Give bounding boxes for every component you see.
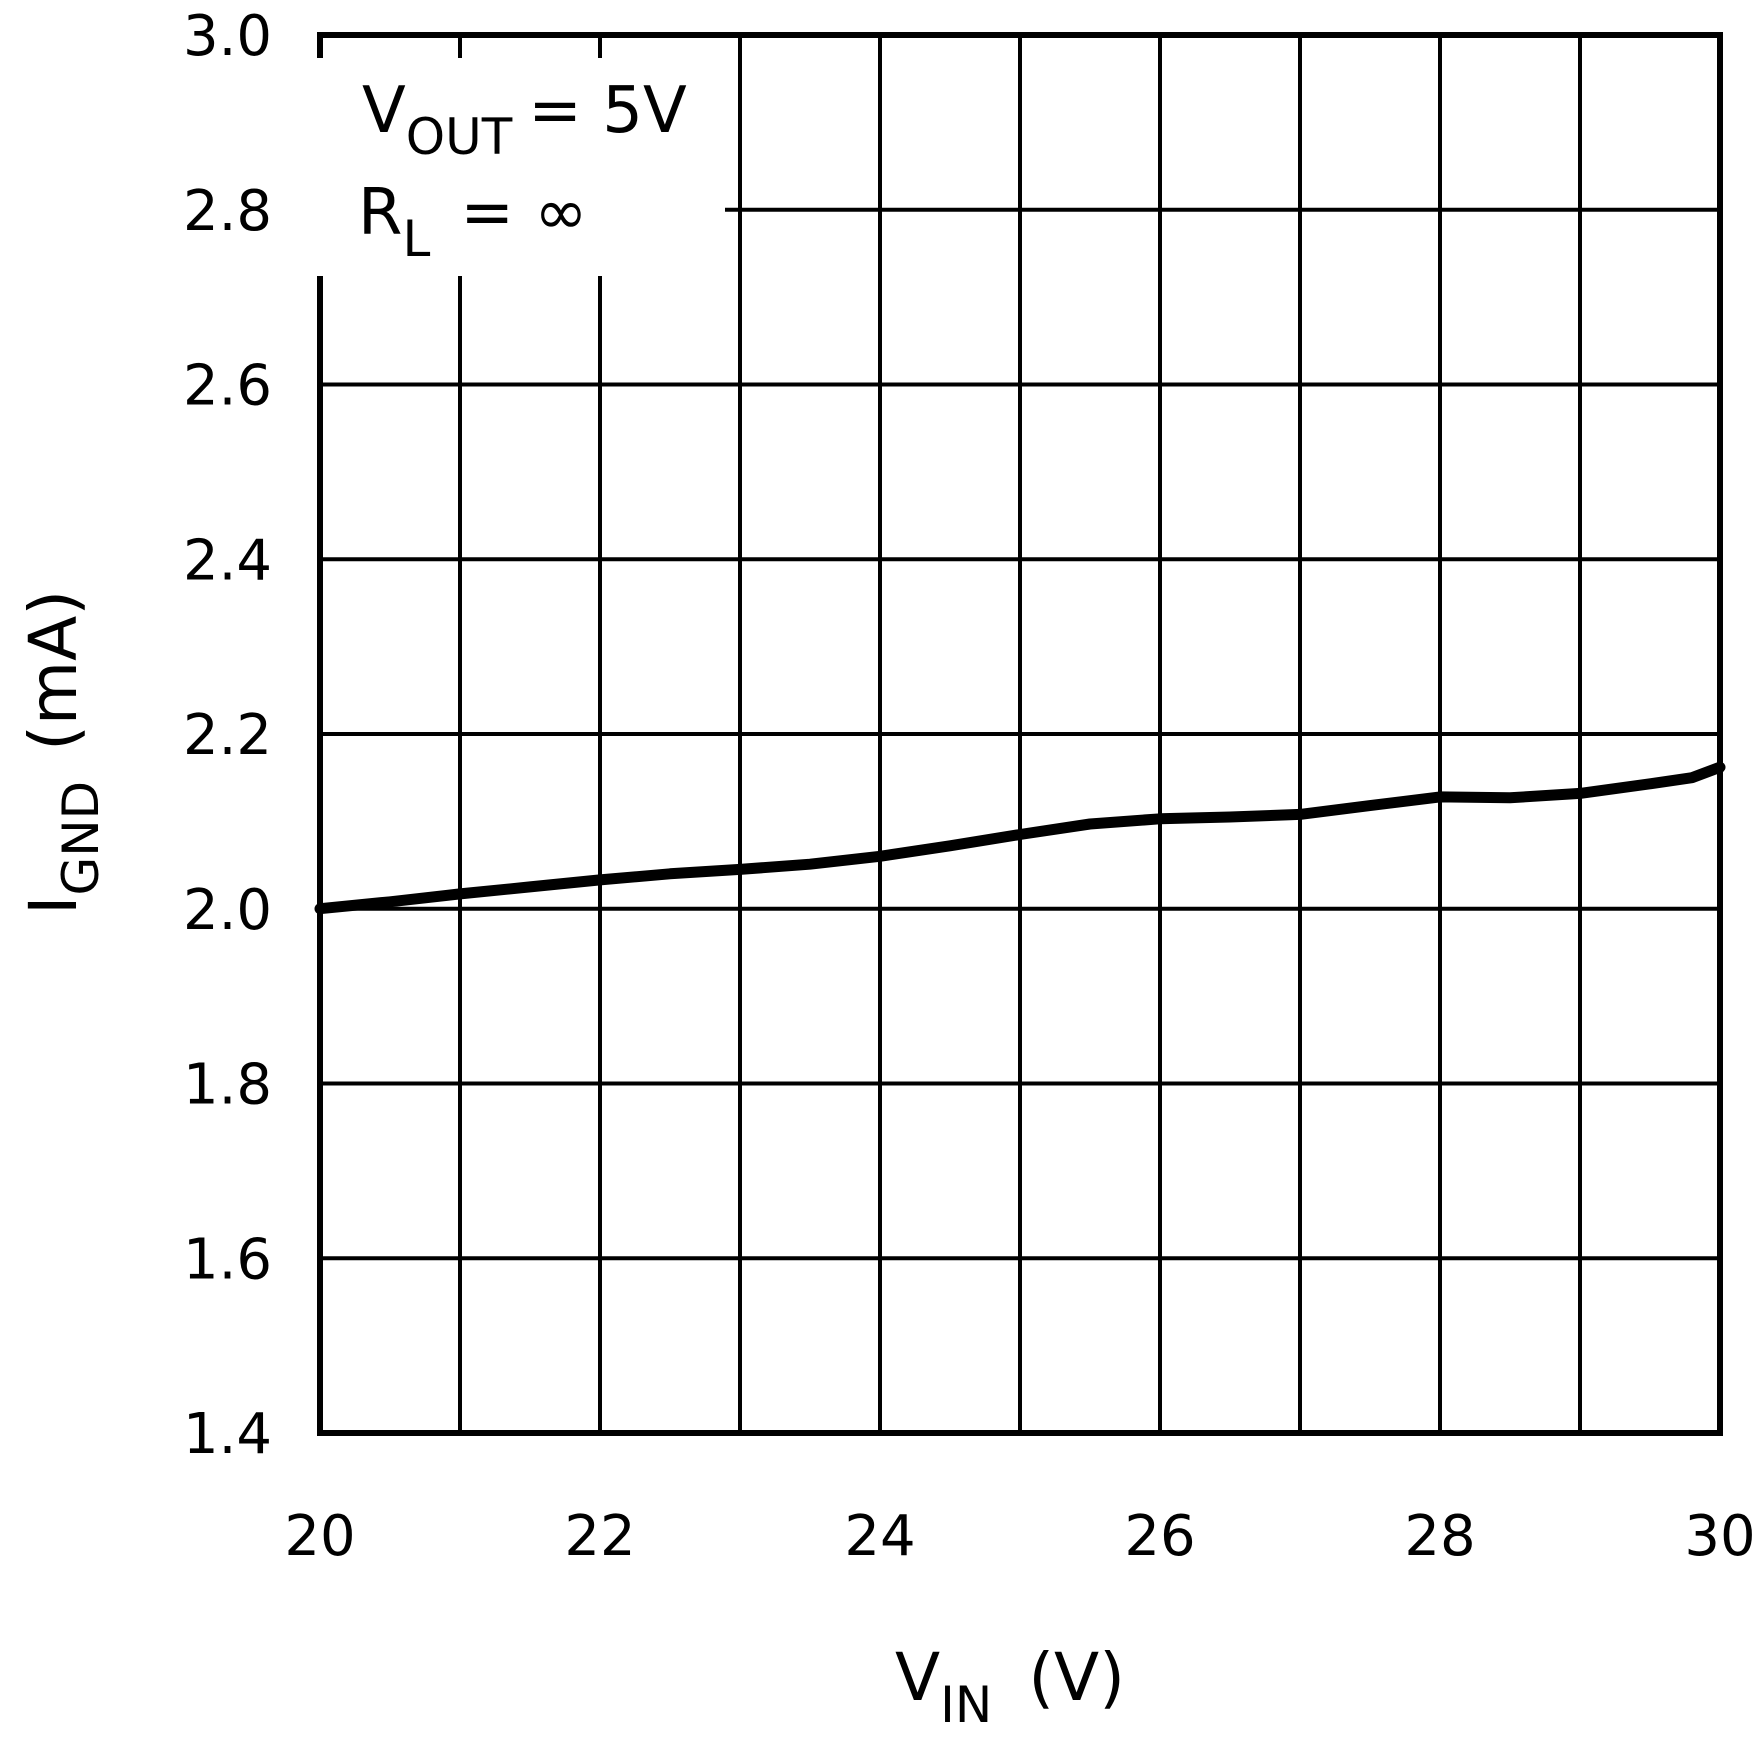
x-tick-label: 28 [1404,1504,1475,1569]
y-tick-label: 2.8 [183,179,272,244]
x-tick-labels: 20 22 24 26 28 30 [284,1504,1755,1569]
rl-main: R [358,176,402,250]
x-tick-label: 20 [284,1504,355,1569]
grid [320,35,1720,1433]
annotation-background [305,58,725,276]
vout-sub: OUT [406,108,513,166]
y-tick-label: 2.2 [183,703,272,768]
vout-value: = 5V [528,74,687,148]
series-line-0 [314,761,1726,915]
y-axis-label-sub: GND [52,781,110,896]
rl-value: = ∞ [460,176,587,250]
plot-frame-group [317,32,1723,1436]
x-tick-label: 22 [564,1504,635,1569]
series-group [314,761,1726,915]
y-tick-label: 1.8 [183,1053,272,1118]
y-tick-labels: 1.4 1.6 1.8 2.0 2.2 2.4 2.6 2.8 3.0 [183,4,272,1467]
y-tick-label: 3.0 [183,4,272,69]
x-tick-label: 30 [1684,1504,1755,1569]
y-tick-label: 1.6 [183,1227,272,1292]
y-axis-label: IGND (mA) [15,590,110,915]
y-tick-label: 2.4 [183,528,272,593]
x-tick-label: 24 [844,1504,915,1569]
x-axis-label: VIN (V) [895,1639,1125,1734]
x-axis-label-main: V [895,1639,940,1716]
y-tick-label: 2.6 [183,354,272,419]
y-tick-label: 2.0 [183,878,272,943]
x-axis-label-unit: (V) [1028,1639,1125,1716]
annotation-vout: VOUT = 5V [362,74,687,166]
y-axis-label-unit: (mA) [15,590,92,751]
rl-sub: L [402,210,430,268]
plot-frame [317,32,1723,1436]
y-tick-label: 1.4 [183,1402,272,1467]
x-axis-label-sub: IN [940,1676,992,1734]
x-tick-label: 26 [1124,1504,1195,1569]
annotation-rl: RL = ∞ [358,176,588,268]
vout-main: V [362,74,406,148]
y-axis-label-main: I [15,896,92,915]
